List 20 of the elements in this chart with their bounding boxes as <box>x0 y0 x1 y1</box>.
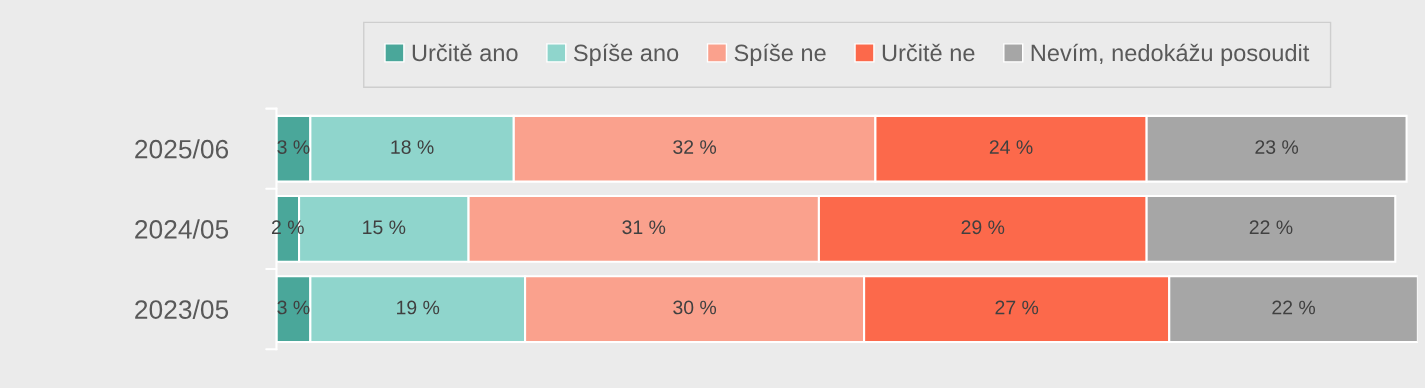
data-label: 32 % <box>673 140 717 154</box>
data-label: 15 % <box>363 220 406 235</box>
data-label: 30 % <box>673 300 717 315</box>
data-label: 31 % <box>622 220 666 235</box>
data-label: 22 % <box>1249 220 1293 235</box>
legend-label: Určitě ne <box>882 43 975 62</box>
data-label: 18 % <box>391 140 434 154</box>
legend-label: Nevím, nedokážu posoudit <box>1031 43 1310 66</box>
data-label: 29 % <box>961 220 1005 235</box>
y-tick-label: 2024/05 <box>135 219 229 239</box>
y-tick-label: 2025/06 <box>135 139 229 159</box>
legend-label: Určitě ano <box>412 43 518 62</box>
data-label: 19 % <box>397 300 440 315</box>
legend-label: Spíše ne <box>734 43 826 66</box>
data-label: 22 % <box>1272 300 1316 315</box>
data-label: 24 % <box>989 140 1033 154</box>
data-label: 23 % <box>1255 140 1299 154</box>
y-tick-label: 2023/05 <box>135 299 229 319</box>
legend-label: Spíše ano <box>573 43 679 66</box>
data-label: 27 % <box>995 300 1039 315</box>
